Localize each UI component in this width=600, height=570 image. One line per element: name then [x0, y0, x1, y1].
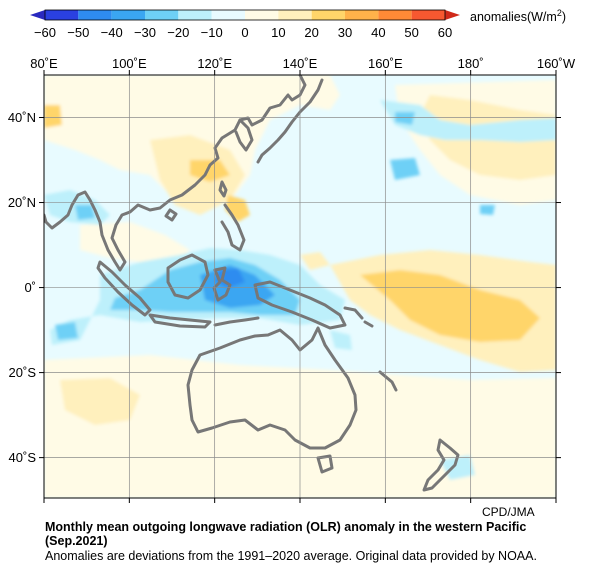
positive-anomaly-region — [190, 160, 230, 182]
credit-label: CPD/JMA — [482, 505, 535, 519]
coastline-lesser-sunda — [213, 316, 260, 327]
negative-anomaly-region — [480, 205, 495, 215]
coastline-taiwan — [218, 180, 228, 198]
colorbar-under-arrow — [30, 10, 45, 20]
colorbar-bin — [345, 10, 379, 20]
negative-anomaly-region — [395, 112, 415, 125]
colorbar-tick-label: −40 — [101, 25, 123, 40]
figure-period: (Sep.2021) — [45, 534, 108, 548]
coastline-solomons — [343, 306, 374, 328]
negative-anomaly-region — [75, 205, 95, 220]
positive-anomaly-region — [80, 222, 190, 265]
negative-anomaly-region — [390, 158, 420, 180]
latitude-tick-marks — [39, 117, 561, 459]
colorbar-tick-label: 10 — [271, 25, 285, 40]
positive-anomaly-region — [60, 378, 140, 425]
negative-anomaly-region — [330, 330, 352, 350]
colorbar-tick-label: 60 — [438, 25, 452, 40]
colorbar-tick-label: −20 — [167, 25, 189, 40]
longitude-labels: 80˚E 100˚E 120˚E 140˚E 160˚E 180˚ 160˚W — [30, 56, 576, 71]
colorbar-bins — [45, 10, 445, 20]
coastline-sumatra — [96, 260, 152, 317]
negative-anomaly-region — [380, 100, 556, 142]
latitude-label: 40˚S — [9, 450, 37, 465]
longitude-label: 140˚E — [283, 56, 318, 71]
latitude-label: 20˚N — [8, 195, 36, 210]
coastline-sulawesi — [212, 266, 232, 302]
colorbar-bin — [211, 10, 245, 20]
colorbar-bin — [278, 10, 312, 20]
coastline-tasmania — [316, 454, 334, 474]
coastline-new-zealand — [422, 438, 460, 492]
colorbar-tick-label: −30 — [134, 25, 156, 40]
colorbar-tick-label: −50 — [67, 25, 89, 40]
longitude-label: 120˚E — [197, 56, 232, 71]
colorbar-tick-label: 40 — [371, 25, 385, 40]
colorbar-tick-labels: −60 −50 −40 −30 −20 −10 0 10 20 30 40 50 60 — [34, 25, 452, 40]
colorbar-over-arrow — [445, 10, 460, 20]
colorbar-bin — [178, 10, 212, 20]
colorbar-bin — [145, 10, 179, 20]
colorbar-tick-label: 50 — [404, 25, 418, 40]
positive-anomaly-region — [300, 252, 330, 270]
colorbar-bin — [245, 10, 279, 20]
colorbar-bin — [411, 10, 445, 20]
longitude-label: 100˚E — [112, 56, 147, 71]
coastline-borneo — [166, 253, 210, 300]
colorbar-bin — [311, 10, 345, 20]
figure-title: Monthly mean outgoing longwave radiation… — [45, 520, 527, 534]
colorbar-tick-label: 0 — [241, 25, 248, 40]
positive-anomaly-region — [360, 270, 540, 342]
longitude-label: 180˚ — [458, 56, 484, 71]
colorbar-tick-label: 20 — [304, 25, 318, 40]
latitude-label: 20˚S — [9, 365, 37, 380]
graticule — [44, 75, 556, 498]
coastline-hainan — [164, 208, 178, 222]
coastline-australia — [186, 326, 358, 450]
coastline-philippines — [220, 203, 246, 252]
colorbar-bin — [45, 10, 79, 20]
longitude-tick-marks — [43, 70, 557, 503]
coastlines — [44, 75, 460, 492]
coastline-new-caledonia — [378, 370, 398, 392]
coastline-korea — [234, 118, 254, 152]
colorbar-tick-label: 30 — [338, 25, 352, 40]
coastline-japan — [256, 78, 324, 164]
latitude-labels: 40˚N 20˚N 0˚ 20˚S 40˚S — [8, 110, 37, 465]
coastline-java — [148, 313, 212, 329]
latitude-label: 0˚ — [24, 280, 36, 295]
coastline-new-guinea — [253, 280, 347, 330]
longitude-label: 160˚W — [537, 56, 576, 71]
colorbar-bin — [378, 10, 412, 20]
coastline-asia — [44, 75, 307, 272]
colorbar-title: anomalies(W/m2) — [470, 8, 566, 24]
colorbar-tick-label: −10 — [201, 25, 223, 40]
longitude-label: 80˚E — [30, 56, 58, 71]
colorbar-legend: −60 −50 −40 −30 −20 −10 0 10 20 30 40 50 60 anomalie… — [30, 8, 566, 40]
map-panel: 80˚E 100˚E 120˚E 140˚E 160˚E 180˚ 160˚W 40˚N 20… — [8, 56, 576, 503]
colorbar-bin — [78, 10, 112, 20]
longitude-label: 160˚E — [368, 56, 403, 71]
latitude-label: 40˚N — [8, 110, 36, 125]
colorbar-bin — [111, 10, 145, 20]
negative-anomaly-region — [55, 322, 78, 340]
negative-anomaly-region — [440, 455, 475, 480]
figure-note: Anomalies are deviations from the 1991–2… — [45, 549, 537, 563]
colorbar-tick-label: −60 — [34, 25, 56, 40]
positive-anomaly-region — [44, 105, 62, 128]
olr-anomaly-field — [44, 75, 556, 498]
